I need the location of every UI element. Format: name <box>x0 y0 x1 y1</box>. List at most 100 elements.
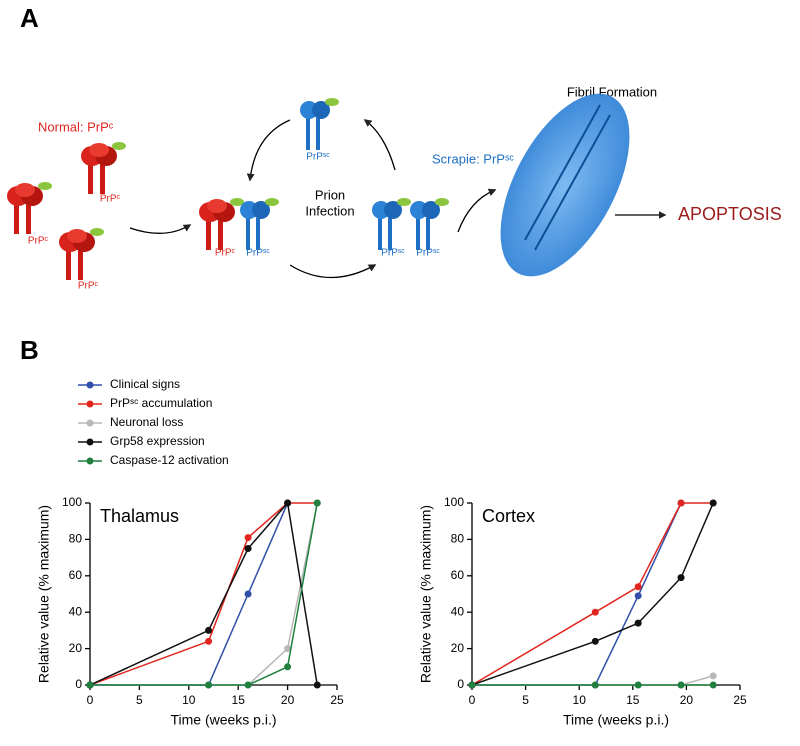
x-tick-label: 0 <box>87 693 94 707</box>
normal-label: Normal: PrPᶜ <box>38 119 114 134</box>
y-tick-label: 40 <box>451 604 465 618</box>
data-point <box>86 681 94 689</box>
arrow <box>246 119 291 182</box>
prpc-protein <box>59 228 104 280</box>
data-point <box>634 592 642 600</box>
data-point <box>284 663 292 671</box>
y-axis-label: Relative value (% maximum) <box>36 505 52 683</box>
x-tick-label: 15 <box>626 693 640 707</box>
prpc-label: PrPᶜ <box>78 281 99 292</box>
legend-label: PrPˢᶜ accumulation <box>110 396 212 410</box>
data-point <box>709 681 717 689</box>
data-point <box>634 583 642 591</box>
prpc-label: PrPᶜ <box>215 248 236 259</box>
y-tick-label: 80 <box>451 532 465 546</box>
legend-label: Caspase-12 activation <box>110 453 229 467</box>
y-tick-label: 20 <box>451 641 465 655</box>
prpsc-label: PrPˢᶜ <box>306 152 330 163</box>
series-line <box>89 501 318 686</box>
legend-dot <box>86 438 94 446</box>
fibril <box>500 93 630 277</box>
prpc-protein <box>81 142 126 194</box>
x-tick-label: 20 <box>680 693 694 707</box>
data-point <box>591 608 599 616</box>
arrow <box>363 119 396 171</box>
y-tick-label: 20 <box>69 641 83 655</box>
y-tick-label: 0 <box>75 677 82 691</box>
legend-dot <box>86 381 94 389</box>
prpsc-label: PrPˢᶜ <box>416 248 440 259</box>
chart-title: Cortex <box>482 506 535 526</box>
x-tick-label: 25 <box>330 693 344 707</box>
x-axis-label: Time (weeks p.i.) <box>563 712 669 728</box>
infection-label: Infection <box>305 203 354 218</box>
x-tick-label: 15 <box>232 693 246 707</box>
apoptosis-label: APOPTOSIS <box>678 204 782 224</box>
x-tick-label: 5 <box>136 693 143 707</box>
prpc-protein <box>199 198 244 250</box>
prpc-protein <box>7 182 52 234</box>
data-point <box>677 499 685 507</box>
data-point <box>591 681 599 689</box>
data-point <box>468 681 476 689</box>
panel-label: A <box>20 3 39 33</box>
data-point <box>677 681 685 689</box>
scrapie-label: Scrapie: PrPˢᶜ <box>432 151 514 166</box>
y-tick-label: 60 <box>451 568 465 582</box>
data-point <box>205 637 213 645</box>
data-point <box>313 681 321 689</box>
arrow <box>129 224 192 234</box>
prpsc-label: PrPˢᶜ <box>381 248 405 259</box>
prpsc-label: PrPˢᶜ <box>246 248 270 259</box>
data-point <box>284 645 292 653</box>
data-point <box>313 499 321 507</box>
y-tick-label: 60 <box>69 568 83 582</box>
data-point <box>709 499 717 507</box>
x-tick-label: 10 <box>182 693 196 707</box>
series-line <box>471 502 714 686</box>
prpc-label: PrPᶜ <box>28 236 49 247</box>
prpsc-protein <box>372 198 411 250</box>
x-axis-label: Time (weeks p.i.) <box>170 712 276 728</box>
series-line <box>89 502 318 686</box>
data-point <box>634 619 642 627</box>
prpsc-protein <box>410 198 449 250</box>
y-tick-label: 80 <box>69 532 83 546</box>
prpsc-protein <box>300 98 339 150</box>
y-tick-label: 0 <box>457 677 464 691</box>
data-point <box>244 545 252 552</box>
y-axis-label: Relative value (% maximum) <box>418 505 434 683</box>
legend-label: Grp58 expression <box>110 434 205 448</box>
x-tick-label: 5 <box>522 693 529 707</box>
fibril-strands <box>524 104 611 251</box>
x-tick-label: 0 <box>469 693 476 707</box>
series-line <box>471 502 714 686</box>
legend-label: Clinical signs <box>110 377 180 391</box>
data-point <box>244 534 252 542</box>
chart-title: Thalamus <box>100 506 179 526</box>
data-point <box>709 672 717 680</box>
prpsc-protein <box>240 198 279 250</box>
series-line <box>90 502 318 686</box>
legend-label: Neuronal loss <box>110 415 183 429</box>
y-tick-label: 40 <box>69 604 83 618</box>
legend-dot <box>86 400 94 408</box>
data-point <box>677 574 685 582</box>
legend-dot <box>86 419 94 427</box>
prpc-label: PrPᶜ <box>100 194 121 205</box>
legend-dot <box>86 457 94 465</box>
series-line <box>90 502 289 686</box>
data-point <box>205 681 213 689</box>
panel-label: B <box>20 335 39 365</box>
arrow <box>289 264 377 279</box>
x-tick-label: 20 <box>281 693 295 707</box>
y-tick-label: 100 <box>444 495 464 509</box>
data-point <box>284 499 292 507</box>
data-point <box>244 681 252 689</box>
data-point <box>591 637 599 645</box>
arrow <box>457 188 497 233</box>
data-point <box>244 590 252 598</box>
infection-label: Prion <box>315 187 345 202</box>
x-tick-label: 25 <box>733 693 747 707</box>
